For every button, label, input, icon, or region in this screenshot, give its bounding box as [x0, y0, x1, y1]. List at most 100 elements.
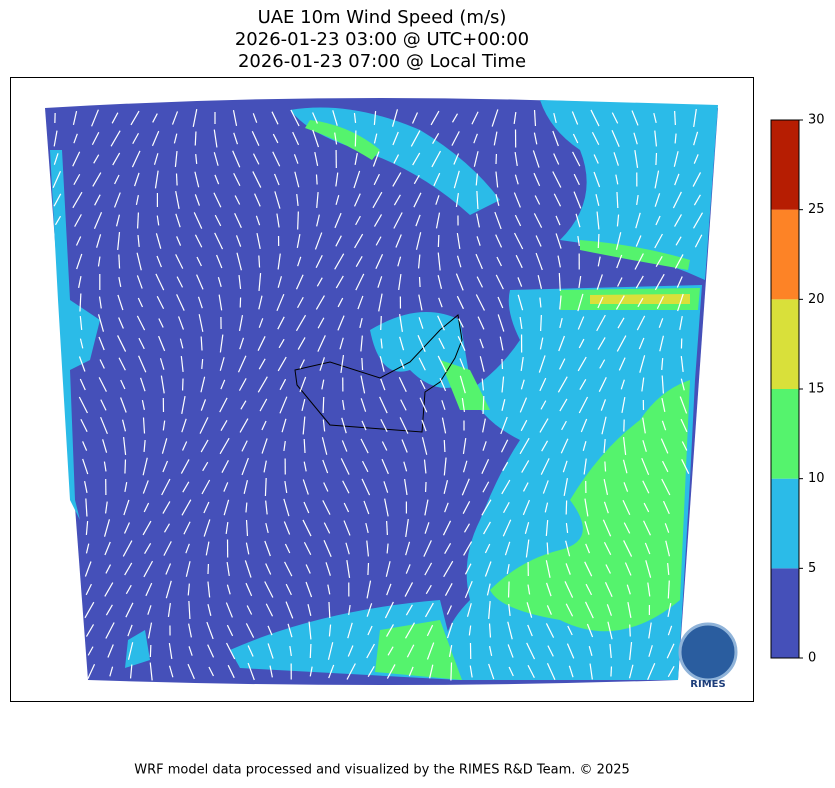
wind-arrow	[401, 439, 408, 453]
wind-arrow	[244, 560, 252, 578]
wind-arrow	[52, 171, 62, 188]
wind-arrow	[85, 583, 92, 596]
wind-arrow	[118, 357, 126, 371]
wind-arrow	[246, 605, 253, 615]
wind-arrow	[437, 275, 443, 289]
wind-arrow	[443, 560, 454, 578]
wind-arrow	[163, 523, 171, 533]
wind-arrow	[104, 582, 114, 597]
wind-arrow	[404, 582, 414, 597]
wind-arrow	[147, 622, 153, 639]
wind-arrow	[118, 317, 124, 329]
wind-arrow	[296, 234, 301, 248]
wind-arrow	[176, 276, 184, 288]
wind-arrow	[586, 623, 594, 638]
wind-arrow	[79, 378, 86, 391]
wind-arrow	[130, 110, 140, 126]
wind-arrow	[618, 357, 626, 371]
wind-arrow	[100, 399, 107, 411]
wind-arrow	[347, 645, 354, 657]
wind-arrow	[221, 460, 229, 473]
wind-arrow	[545, 519, 549, 537]
wind-arrow	[133, 172, 140, 187]
wind-arrow	[519, 437, 530, 455]
wind-arrow	[578, 396, 589, 414]
wind-arrow	[637, 297, 644, 308]
wind-arrow	[393, 212, 403, 229]
wind-arrow	[267, 643, 274, 659]
wind-arrow	[392, 172, 402, 187]
wind-arrow	[564, 581, 574, 598]
wind-arrow	[305, 564, 311, 574]
wind-arrow	[599, 359, 606, 369]
wind-arrow	[241, 440, 248, 452]
wind-arrow	[105, 564, 112, 574]
wind-arrow	[264, 540, 271, 557]
wind-arrow	[156, 295, 165, 310]
wind-arrow	[91, 132, 100, 145]
wind-arrow	[149, 662, 153, 681]
wind-arrow	[545, 582, 552, 597]
wind-arrow	[123, 522, 131, 534]
wind-arrow	[502, 519, 512, 537]
wind-arrow	[567, 625, 573, 636]
wind-arrow	[494, 211, 502, 230]
wind-arrow	[299, 376, 307, 393]
wind-arrow	[142, 480, 149, 494]
wind-arrow	[176, 294, 185, 311]
wind-arrow	[289, 645, 292, 657]
wind-arrow	[600, 399, 607, 411]
wind-arrow	[142, 417, 146, 434]
wind-arrow	[647, 582, 651, 597]
wind-arrow	[560, 438, 569, 454]
wind-zone	[305, 120, 380, 160]
wind-arrow	[175, 191, 180, 209]
wind-arrow	[405, 519, 409, 537]
wind-arrow	[322, 459, 329, 474]
wind-arrow	[615, 174, 619, 185]
wind-arrow	[233, 132, 239, 145]
wind-arrow	[245, 623, 255, 638]
wind-arrow	[565, 603, 574, 617]
wind-arrow	[381, 458, 389, 475]
wind-arrow	[535, 252, 543, 271]
wind-arrow	[105, 604, 113, 616]
wind-arrow	[194, 194, 201, 206]
wind-arrow	[404, 622, 416, 639]
colorbar-tick-label: 5	[808, 561, 816, 576]
wind-arrow	[323, 522, 331, 534]
wind-arrow	[323, 482, 329, 492]
wind-arrow	[322, 500, 331, 515]
wind-arrow	[514, 151, 518, 167]
wind-arrow	[641, 457, 650, 476]
wind-arrow	[611, 130, 620, 147]
wind-arrow	[410, 130, 421, 147]
wind-arrow	[85, 543, 90, 554]
wind-arrow	[481, 378, 485, 391]
wind-arrow	[301, 399, 306, 411]
wind-arrow	[459, 358, 465, 370]
wind-arrow	[219, 357, 225, 371]
wind-arrow	[408, 666, 414, 677]
wind-arrow	[72, 191, 83, 209]
wind-arrow	[558, 335, 566, 352]
wind-arrow	[655, 152, 658, 166]
wind-arrow	[462, 501, 471, 514]
wind-arrow	[145, 582, 153, 597]
wind-arrow	[373, 173, 380, 186]
wind-arrow	[387, 646, 394, 656]
wind-arrow	[361, 357, 364, 371]
wind-arrow	[539, 377, 547, 392]
wind-arrow	[675, 236, 682, 246]
wind-arrow	[256, 233, 261, 249]
wind-arrow	[238, 274, 242, 290]
wind-arrow	[225, 602, 233, 618]
wind-arrow	[96, 234, 102, 248]
wind-arrow	[337, 297, 344, 308]
wind-arrow	[565, 540, 571, 557]
wind-arrow	[473, 133, 478, 144]
wind-arrow	[520, 379, 525, 390]
wind-zone	[540, 100, 718, 280]
wind-arrow	[196, 274, 204, 290]
wind-arrow	[129, 664, 133, 679]
